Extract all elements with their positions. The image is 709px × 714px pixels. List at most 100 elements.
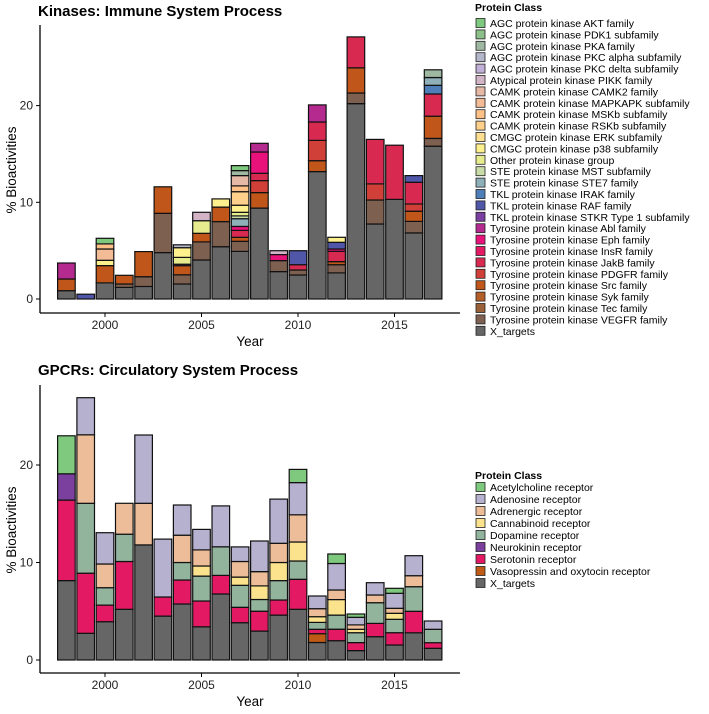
bar-2008: [250, 142, 269, 300]
bar-segment: [288, 269, 308, 276]
x-tick-label: 2015: [381, 318, 408, 332]
bar-2011: [307, 104, 327, 300]
bar-segment: [404, 610, 424, 634]
bar-segment: [172, 244, 192, 249]
bar-2003: [153, 186, 173, 300]
x-tick-label: 2000: [92, 678, 119, 692]
legend-swatch: [475, 303, 486, 313]
bar-segment: [327, 589, 346, 601]
bar-2010: [288, 468, 308, 661]
bar-segment: [230, 240, 250, 253]
bar-segment: [365, 138, 385, 185]
bar-segment: [114, 533, 134, 563]
bar-segment: [95, 237, 115, 245]
legend-label: Tyrosine protein kinase JakB family: [490, 257, 655, 269]
bar-2016: [404, 175, 424, 300]
legend-swatch: [475, 268, 486, 279]
bar-segment: [423, 115, 443, 139]
bar-segment: [307, 628, 327, 635]
legend-label: Other protein kinase group: [490, 155, 614, 167]
legend-item: Tyrosine protein kinase Syk family: [475, 292, 649, 304]
bar-2016: [404, 555, 424, 661]
legend-label: AGC protein kinase PDK1 subfamily: [490, 29, 659, 41]
legend-swatch: [475, 223, 486, 234]
legend-item: Tyrosine protein kinase Eph family: [475, 235, 651, 247]
legend-swatch: [475, 530, 486, 540]
bar-segment: [95, 243, 115, 250]
legend-item: CAMK protein kinase MAPKAPK subfamily: [475, 98, 690, 110]
bar-segment: [385, 592, 404, 609]
bar-segment: [307, 139, 327, 162]
bar-segment: [76, 293, 96, 300]
bar-segment: [211, 593, 231, 661]
bar-segment: [230, 229, 250, 238]
bar-segment: [56, 262, 76, 280]
legend-item: AGC protein kinase PKA family: [475, 40, 635, 53]
bar-segment: [95, 282, 115, 300]
bar-2004: [172, 244, 192, 300]
bar-segment: [192, 575, 211, 602]
bar-segment: [327, 562, 346, 591]
bar-2008: [250, 540, 269, 661]
bar-segment: [134, 502, 154, 546]
legend-swatch: [475, 86, 486, 97]
legend-swatch: [475, 506, 486, 516]
bar-segment: [250, 571, 269, 587]
bar-2009: [269, 498, 289, 661]
bar-segment: [346, 632, 366, 644]
bar-segment: [56, 499, 76, 582]
bar-segment: [172, 534, 192, 564]
bar-2009: [269, 250, 289, 300]
bar-segment: [288, 560, 308, 580]
bar-segment: [76, 397, 96, 436]
legend-swatch: [475, 40, 486, 51]
legend-label: Tyrosine protein kinase VEGFR family: [490, 314, 668, 326]
legend-swatch: [475, 211, 486, 222]
bar-segment: [365, 223, 385, 300]
legend-swatch: [475, 166, 486, 177]
legend-swatch: [475, 29, 486, 40]
legend-item: CAMK protein kinase CAMK2 family: [475, 86, 659, 98]
legend-label: Tyrosine protein kinase InsR family: [490, 246, 654, 258]
legend-label: Tyrosine protein kinase Eph family: [490, 235, 651, 247]
legend-item: CAMK protein kinase RSKb subfamily: [475, 121, 667, 133]
x-tick-label: 2015: [381, 678, 408, 692]
legend-swatch: [475, 52, 486, 63]
x-axis-label: Year: [236, 694, 264, 709]
legend-label: Atypical protein kinase PIKK family: [490, 75, 653, 87]
bar-segment: [250, 598, 269, 612]
bar-2013: [346, 613, 366, 661]
bar-segment: [404, 181, 424, 205]
legend-label: TKL protein kinase IRAK family: [490, 189, 636, 201]
legend-swatch: [475, 494, 486, 504]
bar-segment: [346, 616, 366, 626]
bar-segment: [269, 253, 289, 262]
bar-segment: [269, 250, 289, 256]
legend-title: Protein Class: [475, 2, 542, 14]
legend-item: Dopamine receptor: [475, 530, 580, 542]
legend-item: Tyrosine protein kinase Tec family: [475, 303, 648, 315]
legend-label: CMGC protein kinase p38 subfamily: [490, 143, 659, 155]
legend-label: Adrenergic receptor: [490, 506, 583, 518]
x-tick-label: 2010: [285, 678, 312, 692]
legend-item: Serotonin receptor: [475, 554, 577, 566]
bar-2007: [230, 165, 250, 300]
bar-segment: [95, 587, 115, 606]
bar-segment: [385, 587, 404, 594]
legend-swatch: [475, 542, 486, 552]
legend-item: Tyrosine protein kinase PDGFR family: [475, 268, 669, 281]
bar-segment: [423, 69, 443, 79]
bar-segment: [250, 180, 269, 194]
y-axis-label: % Bioactivities: [4, 126, 19, 213]
bar-2013: [346, 36, 366, 300]
bar-segment: [423, 647, 443, 661]
legend-label: STE protein kinase MST subfamily: [490, 166, 652, 178]
legend-item: STE protein kinase MST subfamily: [475, 166, 652, 178]
legend-item: AGC protein kinase PKC delta subfamily: [475, 64, 679, 76]
bar-segment: [211, 574, 231, 595]
bar-segment: [404, 175, 424, 183]
legend-label: Tyrosine protein kinase Syk family: [490, 292, 649, 304]
bar-segment: [95, 563, 115, 589]
x-axis-label: Year: [236, 334, 264, 349]
bar-segment: [288, 608, 308, 661]
